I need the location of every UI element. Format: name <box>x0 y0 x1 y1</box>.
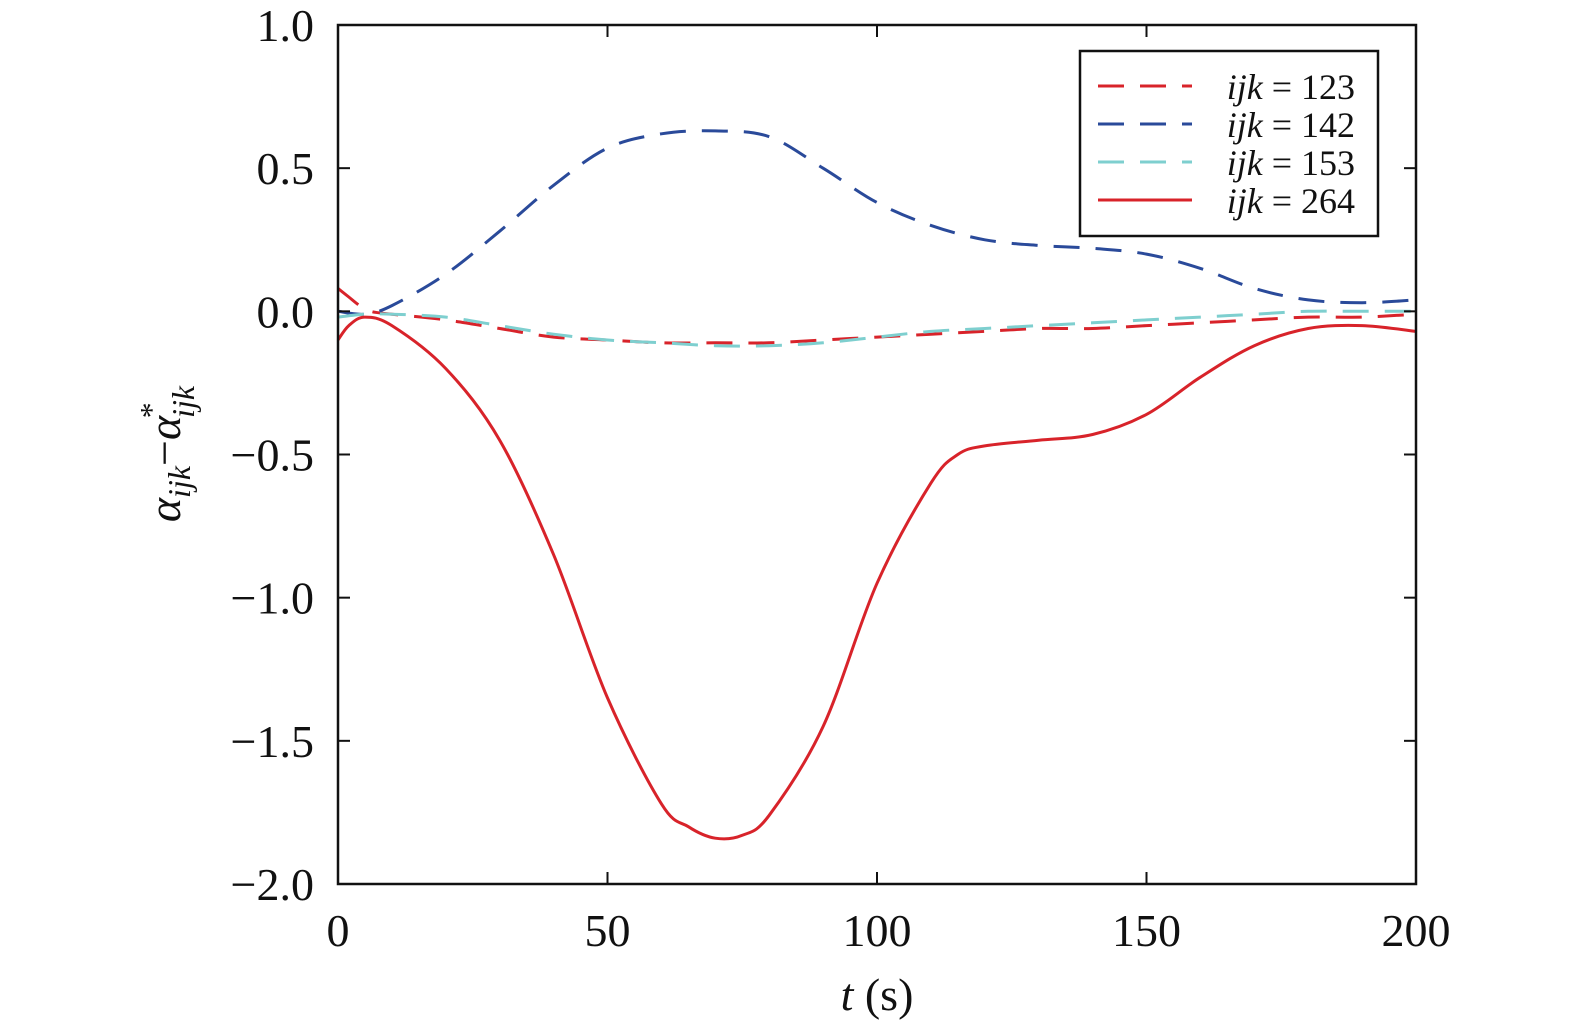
series-layer <box>336 129 1417 841</box>
y-tick-label: −2.0 <box>231 859 314 910</box>
ticks-layer <box>337 24 1417 885</box>
y-axis-title: αijk−α*ijk <box>133 385 201 522</box>
y-tick-label: 0.5 <box>257 143 315 194</box>
series-line-1 <box>337 287 1417 345</box>
x-tick-label: 0 <box>327 905 350 956</box>
y-tick-label: −1.0 <box>231 573 314 624</box>
legend-label: ijk = 142 <box>1227 105 1355 145</box>
y-tick-label: 0.0 <box>257 286 315 337</box>
y-tick-label: −0.5 <box>231 430 314 481</box>
series-line-4 <box>336 315 1417 841</box>
legend-item: ijk = 123 <box>1098 67 1355 107</box>
legend-box <box>1078 49 1380 238</box>
series-line-2 <box>337 129 1417 316</box>
legend-label: ijk = 153 <box>1227 143 1355 183</box>
legend-item: ijk = 264 <box>1098 181 1355 221</box>
legend-label: ijk = 264 <box>1227 181 1355 221</box>
x-axis-title: t (s) <box>841 969 914 1020</box>
y-tick-label: 1.0 <box>257 0 315 51</box>
legend-item: ijk = 153 <box>1098 143 1355 183</box>
tick-labels: 0 50 100 150 200 1.0 0.5 0.0 −0.5 −1.0 −1.5 −2.0 <box>231 0 1451 956</box>
y-tick-label: −1.5 <box>231 716 314 767</box>
x-tick-label: 50 <box>585 905 631 956</box>
legend-label: ijk = 123 <box>1227 67 1355 107</box>
legend-item: ijk = 142 <box>1098 105 1355 145</box>
x-tick-label: 150 <box>1112 905 1181 956</box>
series-line-3 <box>337 309 1416 348</box>
x-tick-label: 100 <box>843 905 912 956</box>
x-tick-label: 200 <box>1382 905 1451 956</box>
